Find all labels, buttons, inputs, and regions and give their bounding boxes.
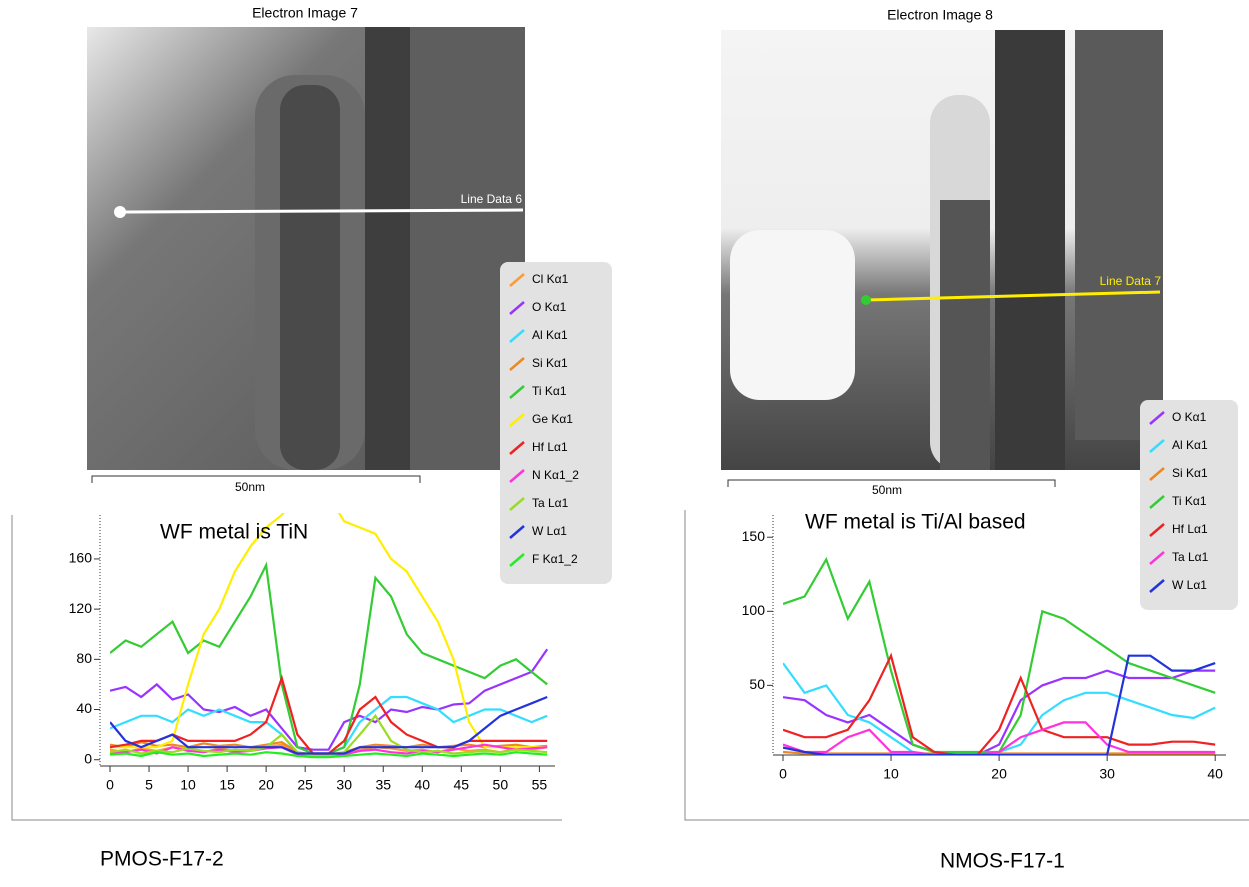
legend-label: Si Kα1 xyxy=(532,356,568,370)
legend-label: O Kα1 xyxy=(1172,410,1207,424)
series-line xyxy=(110,561,548,755)
legend-swatch xyxy=(1149,579,1165,593)
frame xyxy=(11,515,562,821)
series-line xyxy=(110,648,549,751)
caption: PMOS-F17-2 xyxy=(100,848,224,871)
scale-label: 50nm xyxy=(872,483,902,497)
y-tick-label: 50 xyxy=(749,676,765,692)
series-line xyxy=(783,662,1216,755)
legend-label: Si Kα1 xyxy=(1172,466,1208,480)
y-tick-label: 40 xyxy=(76,700,92,716)
y-tick-label: 160 xyxy=(69,550,93,566)
image-title: Electron Image 7 xyxy=(252,5,358,21)
legend-label: Hf Lα1 xyxy=(1172,522,1208,536)
legend-label: W Lα1 xyxy=(1172,578,1207,592)
legend-swatch xyxy=(509,525,525,539)
legend-label: Hf Lα1 xyxy=(532,440,568,454)
x-tick-label: 5 xyxy=(145,777,153,793)
legend-label: Ta Lα1 xyxy=(1172,550,1209,564)
x-tick-label: 45 xyxy=(454,777,470,793)
legend-swatch xyxy=(509,497,525,511)
legend-label: N Kα1_2 xyxy=(532,468,579,482)
x-tick-label: 0 xyxy=(779,766,787,782)
line-label: Line Data 6 xyxy=(461,192,523,206)
series-line xyxy=(110,713,548,758)
legend-swatch xyxy=(1149,551,1165,565)
series-line xyxy=(110,695,548,755)
line-label: Line Data 7 xyxy=(1100,274,1162,288)
legend-label: F Kα1_2 xyxy=(532,552,578,566)
series-line xyxy=(783,654,1216,755)
x-tick-label: 40 xyxy=(1207,766,1223,782)
series-line xyxy=(110,751,548,759)
scale-bar xyxy=(91,475,421,483)
legend-swatch xyxy=(509,553,525,567)
legend-box xyxy=(1140,400,1238,610)
legend-label: Ti Kα1 xyxy=(1172,494,1207,508)
line-scan-start xyxy=(114,206,126,218)
legend-swatch xyxy=(509,413,525,427)
electron-image xyxy=(721,30,1163,470)
y-tick-label: 100 xyxy=(742,602,766,618)
series-line xyxy=(783,750,1216,755)
x-tick-label: 30 xyxy=(336,777,352,793)
legend-swatch xyxy=(509,301,525,315)
legend-swatch xyxy=(1149,467,1165,481)
legend: Cl Kα1 O Kα1 Al Kα1 Si Kα1 Ti Kα1 Ge Kα1 Hf Lα… xyxy=(500,262,612,584)
legend-swatch xyxy=(509,385,525,399)
caption: NMOS-F17-1 xyxy=(940,850,1065,873)
legend-swatch xyxy=(509,469,525,483)
legend-swatch xyxy=(1149,411,1165,425)
y-tick-label: 120 xyxy=(69,600,93,616)
x-tick-label: 20 xyxy=(258,777,274,793)
legend-swatch xyxy=(509,273,525,287)
scale-bar xyxy=(727,479,1056,487)
image-title: Electron Image 8 xyxy=(887,7,993,23)
x-tick-label: 15 xyxy=(219,777,235,793)
line-scan-start xyxy=(861,295,871,305)
electron-image xyxy=(87,27,525,470)
x-tick-label: 40 xyxy=(414,777,430,793)
legend-swatch xyxy=(1149,439,1165,453)
y-tick-label: 80 xyxy=(76,650,92,666)
series-line xyxy=(783,669,1216,755)
x-tick-label: 50 xyxy=(493,777,509,793)
legend-swatch xyxy=(1149,495,1165,509)
x-tick-label: 35 xyxy=(375,777,391,793)
x-tick-label: 20 xyxy=(991,766,1007,782)
annotation: WF metal is Ti/Al based xyxy=(805,511,1026,534)
legend-label: Al Kα1 xyxy=(1172,438,1208,452)
legend-label: W Lα1 xyxy=(532,524,567,538)
legend-swatch xyxy=(509,441,525,455)
x-tick-label: 10 xyxy=(883,766,899,782)
frame xyxy=(684,510,1249,821)
series-line xyxy=(783,652,1216,755)
x-tick-label: 25 xyxy=(297,777,313,793)
legend-label: Ge Kα1 xyxy=(532,412,573,426)
legend-label: Ta Lα1 xyxy=(532,496,569,510)
series-line xyxy=(783,721,1216,755)
y-tick-label: 150 xyxy=(742,528,766,544)
legend-box xyxy=(500,262,612,584)
x-tick-label: 0 xyxy=(106,777,114,793)
x-tick-label: 30 xyxy=(1099,766,1115,782)
series-line xyxy=(110,513,548,749)
legend-swatch xyxy=(1149,523,1165,537)
legend-label: Cl Kα1 xyxy=(532,272,569,286)
x-tick-label: 55 xyxy=(532,777,548,793)
legend-swatch xyxy=(509,357,525,371)
legend: O Kα1 Al Kα1 Si Kα1 Ti Kα1 Hf Lα1 Ta Lα1 W Lα1 xyxy=(1140,400,1238,610)
annotation: WF metal is TiN xyxy=(160,521,308,544)
line-scan xyxy=(119,208,524,214)
legend-label: O Kα1 xyxy=(532,300,567,314)
x-tick-label: 10 xyxy=(180,777,196,793)
legend-label: Al Kα1 xyxy=(532,328,568,342)
line-scan xyxy=(865,290,1161,302)
legend-swatch xyxy=(509,329,525,343)
y-tick-label: 0 xyxy=(84,750,92,766)
scale-label: 50nm xyxy=(235,480,265,494)
legend-label: Ti Kα1 xyxy=(532,384,567,398)
